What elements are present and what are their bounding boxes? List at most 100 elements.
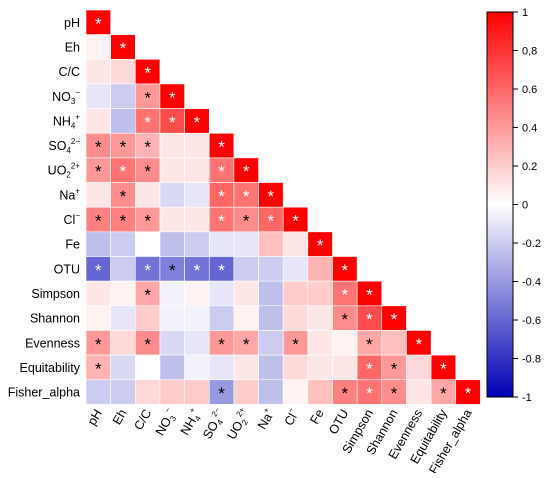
heatmap-cell — [258, 379, 284, 405]
significance-mark: * — [194, 113, 201, 132]
heatmap-cell — [208, 231, 235, 257]
heatmap-cell — [208, 330, 235, 356]
heatmap-cell — [356, 379, 383, 405]
heatmap-cell — [159, 83, 185, 109]
significance-mark: * — [366, 310, 373, 329]
colorbar-tick-label: 0.6 — [522, 84, 537, 96]
column-label: Fe — [307, 407, 326, 427]
heatmap-cell — [332, 305, 358, 331]
significance-mark: * — [144, 64, 151, 83]
significance-mark: * — [342, 310, 349, 329]
colorbar-tick-label: 0.2 — [522, 161, 537, 173]
colorbar-tick-label: -1 — [522, 392, 532, 404]
significance-mark: * — [243, 187, 250, 206]
row-label: Evenness — [25, 336, 80, 350]
heatmap-cell — [184, 280, 210, 307]
significance-mark: * — [144, 335, 151, 354]
colorbar-ticks: 1 0,8 0.6 0.4 0.2 0 -0.2 -0.4 -0.6 -0.8 -1 — [513, 7, 541, 404]
row-label: Fe — [65, 238, 80, 252]
column-label: SO42− — [198, 406, 230, 443]
heatmap-cell — [135, 182, 161, 208]
heatmap-cell — [85, 280, 111, 307]
row-label: C/C — [58, 65, 80, 79]
significance-mark: * — [391, 359, 398, 378]
significance-marks: * * * * * * * * * * * * * * * * * * * * * * * * * * * * * * * * * * * * * * * *… — [95, 14, 472, 403]
heatmap-cell — [85, 58, 111, 85]
significance-mark: * — [144, 88, 151, 107]
heatmap-cell — [110, 256, 136, 282]
heatmap-cell — [332, 280, 358, 307]
row-label: Na+ — [59, 186, 80, 202]
heatmap-cell — [430, 354, 457, 381]
heatmap-cell — [184, 305, 210, 331]
heatmap-cell — [258, 256, 284, 282]
heatmap-cell — [184, 206, 210, 233]
heatmap-cell — [233, 330, 259, 356]
significance-mark: * — [391, 384, 398, 403]
heatmap-cell — [110, 58, 136, 85]
significance-mark: * — [292, 212, 299, 231]
heatmap-cell — [135, 231, 161, 257]
significance-mark: * — [144, 138, 151, 157]
heatmap-cell — [258, 305, 284, 331]
heatmap-cell — [282, 231, 309, 257]
row-label: UO22+ — [48, 162, 81, 180]
heatmap-cell — [381, 305, 407, 331]
heatmap-cell — [233, 305, 259, 331]
significance-mark: * — [317, 236, 324, 255]
significance-mark: * — [95, 138, 102, 157]
heatmap-cell — [208, 132, 235, 159]
significance-mark: * — [120, 138, 127, 157]
heatmap-cell — [307, 305, 333, 331]
heatmap-cell — [332, 354, 358, 381]
significance-mark: * — [342, 384, 349, 403]
heatmap-cell — [233, 231, 259, 257]
heatmap-cell — [307, 379, 333, 405]
significance-mark: * — [366, 285, 373, 304]
column-label: Cl− — [280, 406, 302, 429]
heatmap-cell — [282, 305, 309, 331]
heatmap-cell — [381, 354, 407, 381]
column-label: pH — [85, 407, 105, 428]
heatmap-cell — [233, 206, 259, 233]
significance-mark: * — [268, 187, 275, 206]
heatmap-cell — [208, 379, 235, 405]
heatmap-cell — [208, 280, 235, 307]
heatmap-cell — [332, 256, 358, 282]
heatmap-cell — [258, 330, 284, 356]
significance-mark: * — [218, 212, 225, 231]
column-label: NO3− — [151, 406, 181, 439]
colorbar: 1 0,8 0.6 0.4 0.2 0 -0.2 -0.4 -0.6 -0.8 -1 — [486, 7, 541, 404]
heatmap-cell — [159, 182, 185, 208]
heatmap-cell — [307, 354, 333, 381]
heatmap-cell — [159, 280, 185, 307]
column-label: OTU — [326, 407, 351, 437]
heatmap-cell — [110, 354, 136, 381]
heatmap-cell — [184, 157, 210, 183]
significance-mark: * — [120, 187, 127, 206]
heatmap-cell — [85, 132, 111, 159]
heatmap-cell — [282, 256, 309, 282]
colorbar-tick-label: -0.2 — [522, 238, 541, 250]
row-label: NO3− — [52, 88, 80, 106]
significance-mark: * — [342, 285, 349, 304]
heatmap-cell — [307, 330, 333, 356]
heatmap-cell — [282, 354, 309, 381]
heatmap-cell — [184, 330, 210, 356]
heatmap-cell — [208, 206, 235, 233]
significance-mark: * — [144, 113, 151, 132]
heatmap-cell — [159, 354, 185, 381]
heatmap-cell — [307, 280, 333, 307]
heatmap-cell — [356, 280, 383, 307]
column-label: C/C — [131, 407, 154, 433]
colorbar-tick-label: 0.4 — [522, 123, 537, 135]
heatmap-cell — [282, 206, 309, 233]
significance-mark: * — [218, 261, 225, 280]
heatmap-cell — [184, 379, 210, 405]
row-label: Fisher_alpha — [8, 386, 80, 400]
heatmap-cell — [208, 305, 235, 331]
row-label: OTU — [54, 262, 80, 276]
